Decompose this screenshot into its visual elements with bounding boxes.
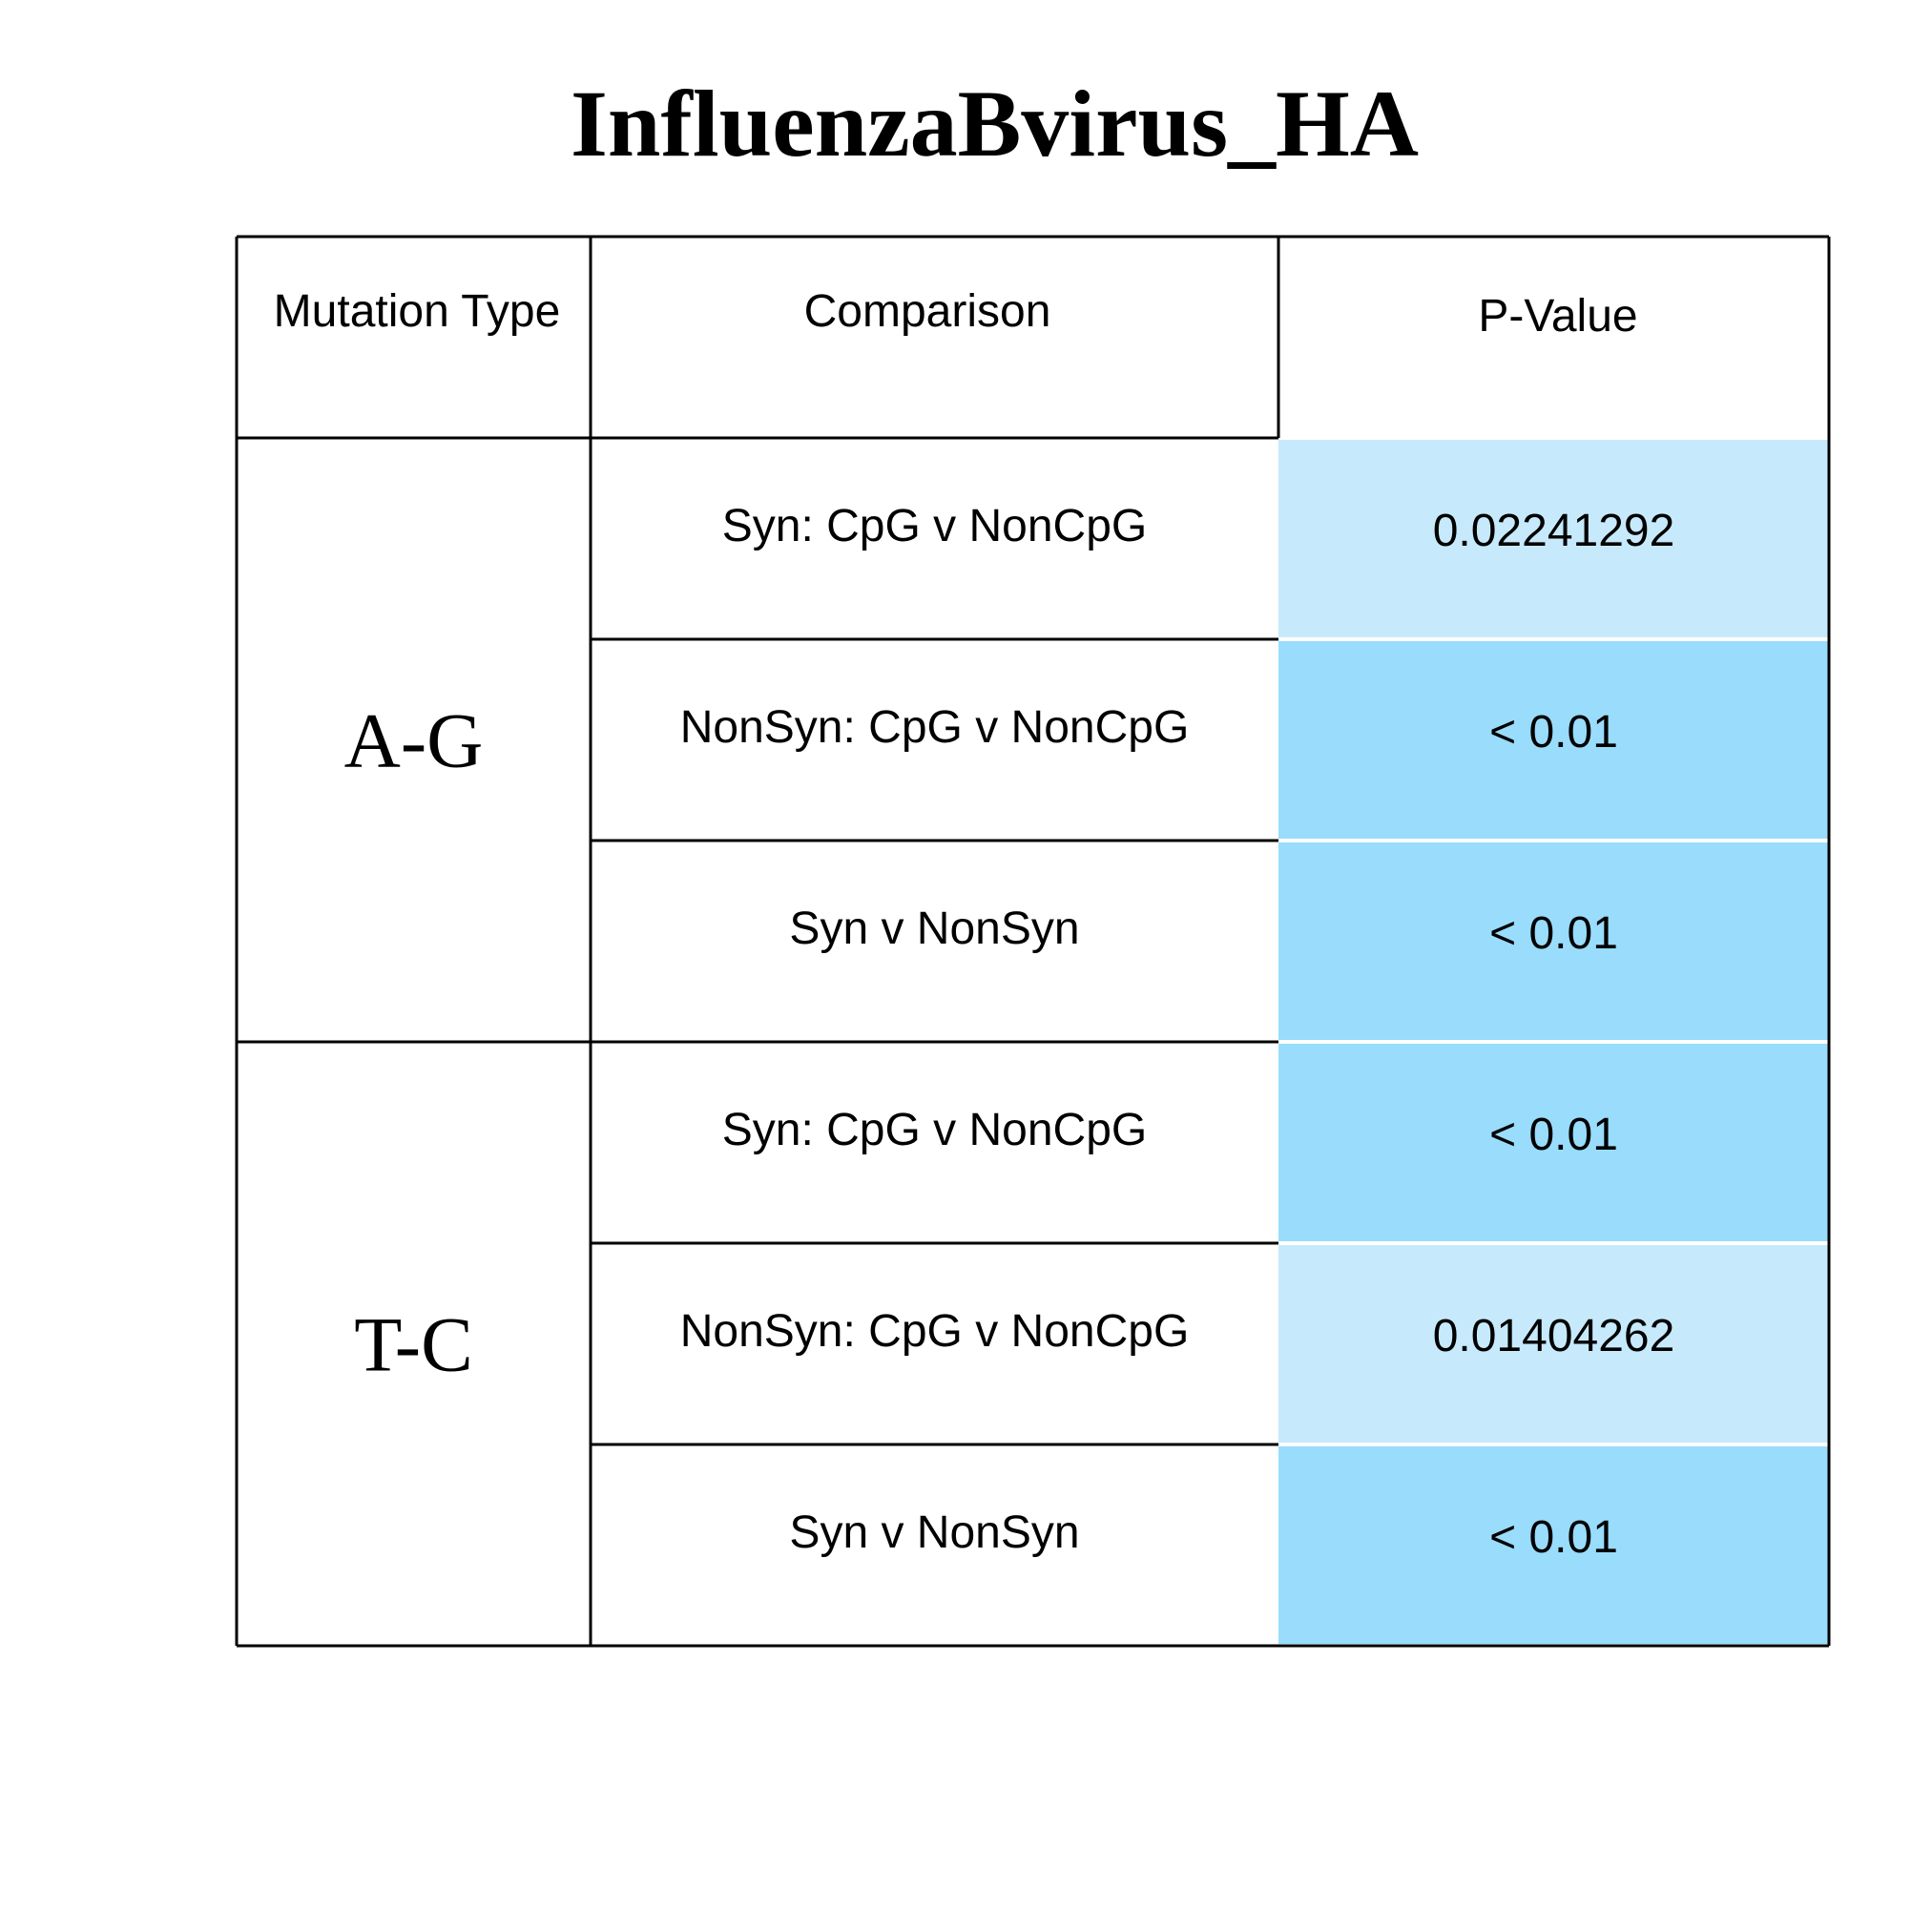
mutation-type-label: A-G xyxy=(344,697,484,784)
p-value-cell: 0.02241292 xyxy=(1433,506,1675,556)
p-value-cell-fill xyxy=(1278,1446,1829,1644)
header-comparison: Comparison xyxy=(804,286,1051,337)
p-value-cell-fill xyxy=(1278,440,1829,637)
p-value-cell: < 0.01 xyxy=(1489,707,1618,758)
p-value-cell: 0.01404262 xyxy=(1433,1311,1675,1361)
chart-title: InfluenzaBvirus_HA xyxy=(570,71,1419,177)
mutation-type-label: T-C xyxy=(354,1301,473,1388)
comparison-cell: NonSyn: CpG v NonCpG xyxy=(680,1306,1190,1357)
comparison-cell: Syn v NonSyn xyxy=(789,904,1079,954)
p-value-cell: < 0.01 xyxy=(1489,1512,1618,1563)
cell-texts: Mutation Type Comparison P-Value A-G Syn:… xyxy=(274,286,1675,1563)
p-value-cell-fill xyxy=(1278,641,1829,839)
header-p-value: P-Value xyxy=(1478,291,1637,342)
header-mutation-type: Mutation Type xyxy=(274,286,561,337)
comparison-cell: Syn v NonSyn xyxy=(789,1507,1079,1558)
p-value-cell-fill xyxy=(1278,1044,1829,1241)
comparison-cell: NonSyn: CpG v NonCpG xyxy=(680,702,1190,753)
grid-lines xyxy=(235,235,1831,1648)
cell-fills xyxy=(1278,440,1829,1644)
comparison-cell: Syn: CpG v NonCpG xyxy=(722,501,1148,551)
p-value-cell-fill xyxy=(1278,842,1829,1040)
p-value-cell-fill xyxy=(1278,1245,1829,1443)
p-value-cell: < 0.01 xyxy=(1489,908,1618,959)
p-value-cell: < 0.01 xyxy=(1489,1110,1618,1160)
comparison-cell: Syn: CpG v NonCpG xyxy=(722,1105,1148,1155)
